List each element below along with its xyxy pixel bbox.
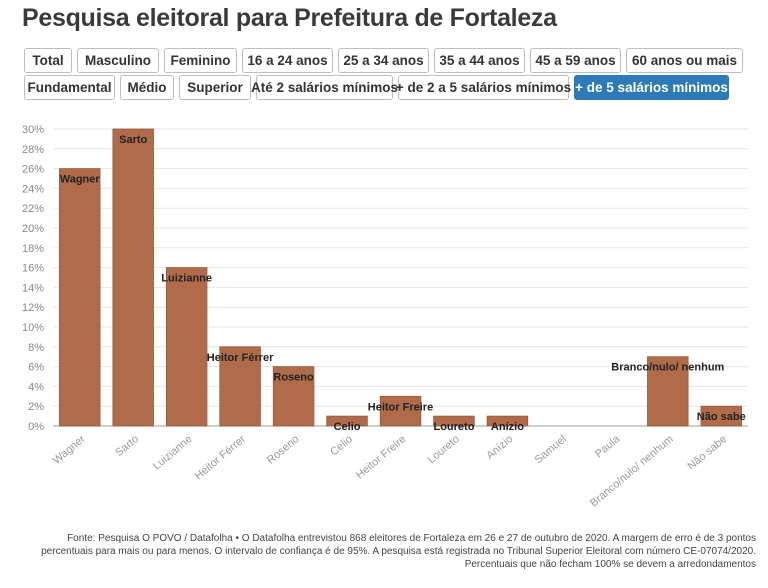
filter-25-34-button[interactable]: 25 a 34 anos <box>338 48 429 73</box>
x-tick-label: Não sabe <box>685 433 729 472</box>
bar <box>326 415 368 427</box>
x-tick-label: Loureto <box>426 433 462 466</box>
y-tick-label: 20% <box>22 223 44 235</box>
y-tick-label: 0% <box>28 421 44 433</box>
y-tick-label: 2% <box>28 401 44 413</box>
y-tick-label: 14% <box>22 282 44 294</box>
filter-60-plus-button[interactable]: 60 anos ou mais <box>626 48 743 73</box>
bar <box>59 168 101 427</box>
bar <box>272 366 315 427</box>
bar-data-label: Wagner <box>60 174 101 186</box>
bar-data-label: Luizianne <box>161 273 212 285</box>
filter-ate-2-sm-button[interactable]: Até 2 salários mínimos <box>251 75 398 100</box>
filter-2-a-5-sm-button[interactable]: + de 2 a 5 salários mínimos <box>396 75 571 100</box>
gridlines <box>53 128 748 427</box>
filter-fundamental-button[interactable]: Fundamental <box>24 75 115 100</box>
bar-data-label: Roseno <box>273 372 314 384</box>
filter-45-59-button[interactable]: 45 a 59 anos <box>530 48 621 73</box>
bar-chart: 0% 2% 4% 6% 8% 10% 12% 14% 16% 18% 20% 22% 24% 26% 28%… <box>22 124 748 510</box>
y-tick-label: 22% <box>22 203 44 215</box>
filter-16-24-button[interactable]: 16 a 24 anos <box>242 48 333 73</box>
bar <box>112 128 154 427</box>
y-tick-label: 4% <box>28 381 44 393</box>
y-axis-ticks: 0% 2% 4% 6% 8% 10% 12% 14% 16% 18% 20% 22% 24% 26% 28%… <box>22 124 44 433</box>
filter-mais-5-sm-button[interactable]: + de 5 salários mínimos <box>574 75 729 100</box>
y-tick-label: 12% <box>22 302 44 314</box>
bar <box>647 356 689 427</box>
bar-data-label: Heitor Férrer <box>207 352 274 364</box>
bar-data-label: Heitor Freire <box>368 401 433 413</box>
bar-data-label: Não sabe <box>697 411 746 423</box>
source-footnote: Fonte: Pesquisa O POVO / Datafolha • O D… <box>41 533 756 570</box>
y-tick-label: 28% <box>22 144 44 156</box>
filter-row-1: Total Masculino Feminino 16 a 24 anos 25… <box>24 48 748 73</box>
filter-masculino-button[interactable]: Masculino <box>77 48 159 73</box>
bar <box>379 395 422 427</box>
filter-superior-button[interactable]: Superior <box>179 75 251 100</box>
y-tick-label: 6% <box>28 362 44 374</box>
y-tick-label: 26% <box>22 164 44 176</box>
y-tick-label: 10% <box>22 322 44 334</box>
bar-data-label: Anízio <box>491 421 524 433</box>
x-tick-label: Paula <box>593 433 623 461</box>
bars <box>59 128 742 427</box>
bar <box>165 267 208 427</box>
x-tick-label: Anízio <box>484 433 515 462</box>
filter-total-button[interactable]: Total <box>24 48 72 73</box>
x-tick-label: Celio <box>328 433 355 458</box>
filter-35-44-button[interactable]: 35 a 44 anos <box>434 48 525 73</box>
y-tick-label: 16% <box>22 263 44 275</box>
filter-medio-button[interactable]: Médio <box>120 75 174 100</box>
x-tick-label: Sarto <box>113 433 141 459</box>
y-tick-label: 18% <box>22 243 44 255</box>
bar-labels: Wagner Sarto Luizianne Heitor Férrer Roseno C… <box>60 134 746 433</box>
bar-data-label: Sarto <box>119 134 147 146</box>
filter-row-2: Fundamental Médio Superior Até 2 salário… <box>24 75 748 100</box>
x-tick-label: Luizianne <box>151 433 195 472</box>
bar <box>486 415 529 427</box>
y-tick-label: 8% <box>28 342 44 354</box>
bar <box>433 415 475 427</box>
filter-feminino-button[interactable]: Feminino <box>164 48 237 73</box>
bar-data-label: Loureto <box>433 421 474 433</box>
x-tick-label: Samuel <box>533 433 569 466</box>
x-tick-label: Roseno <box>265 433 302 467</box>
page-title: Pesquisa eleitoral para Prefeitura de Fo… <box>22 4 557 32</box>
x-tick-label: Wagner <box>51 433 88 467</box>
bar <box>700 405 742 427</box>
bar-data-label: Branco/nulo/ nenhum <box>611 362 724 374</box>
y-tick-label: 24% <box>22 183 44 195</box>
x-tick-label: Heitor Férrer <box>193 433 249 482</box>
bar-data-label: Celio <box>334 421 361 433</box>
y-tick-label: 30% <box>22 124 44 136</box>
bar <box>219 346 261 427</box>
x-tick-label: Heitor Freire <box>354 433 409 481</box>
